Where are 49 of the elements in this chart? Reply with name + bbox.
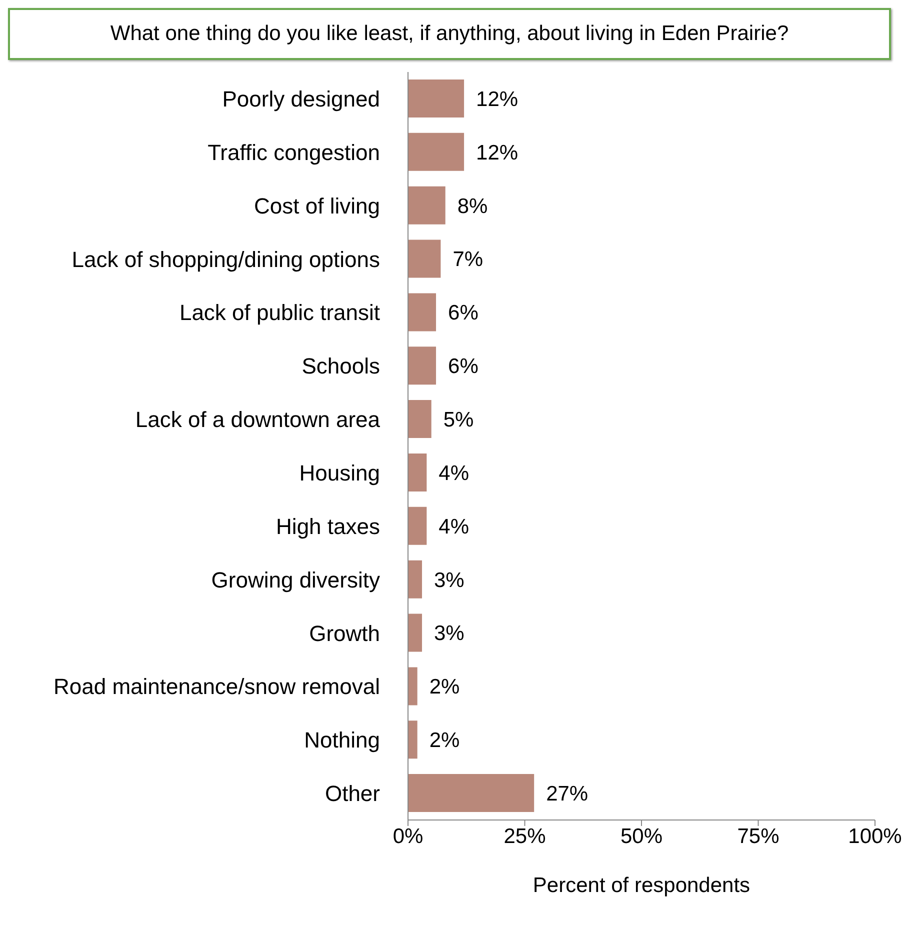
bar xyxy=(408,240,441,278)
x-axis-title: Percent of respondents xyxy=(532,874,750,897)
bar xyxy=(408,79,464,118)
data-label: 4% xyxy=(438,515,470,538)
data-label: 6% xyxy=(448,355,478,378)
y-tick-label: Nothing xyxy=(304,728,380,753)
bar xyxy=(408,400,432,438)
y-tick-label: Poorly designed xyxy=(222,86,380,112)
bar xyxy=(408,614,422,652)
data-label: 12% xyxy=(476,88,518,111)
y-tick-label: Schools xyxy=(302,354,380,379)
x-tick-label: 100% xyxy=(848,824,902,848)
data-label: 5% xyxy=(443,408,474,432)
bar xyxy=(408,186,446,224)
data-label: 6% xyxy=(448,302,478,325)
data-label: 3% xyxy=(434,568,464,592)
data-label: 8% xyxy=(457,194,488,218)
x-tick-label: 75% xyxy=(737,824,780,848)
x-tick-label: 25% xyxy=(504,824,546,848)
bar xyxy=(408,774,534,812)
y-tick-label: Growth xyxy=(309,620,380,646)
bar xyxy=(408,506,427,545)
data-label: 2% xyxy=(429,676,460,699)
y-tick-label: Traffic congestion xyxy=(208,140,380,165)
chart-title: What one thing do you like least, if anything, about living in Eden Prairie? xyxy=(8,8,891,60)
y-tick-label: Lack of public transit xyxy=(179,300,380,326)
y-tick-label: Other xyxy=(324,781,380,806)
x-tick-label: 0% xyxy=(392,824,424,848)
data-label: 3% xyxy=(434,622,464,646)
y-tick-label: High taxes xyxy=(276,514,380,539)
bar xyxy=(408,720,418,759)
y-tick-label: Road maintenance/snow removal xyxy=(53,674,380,700)
y-tick-label: Growing diversity xyxy=(211,567,380,592)
y-tick-label: Lack of a downtown area xyxy=(135,407,381,432)
bar xyxy=(408,560,422,598)
bar xyxy=(408,293,436,332)
data-label: 2% xyxy=(429,729,460,752)
data-label: 7% xyxy=(452,248,484,272)
bar xyxy=(408,453,427,492)
y-tick-label: Lack of shopping/dining options xyxy=(72,246,380,272)
data-label: 27% xyxy=(546,782,588,806)
y-tick-label: Cost of living xyxy=(254,193,380,218)
x-tick-label: 50% xyxy=(620,824,663,848)
data-label: 4% xyxy=(438,462,470,485)
y-tick-label: Housing xyxy=(299,460,380,486)
bar xyxy=(408,132,464,171)
bar xyxy=(408,346,436,385)
bar xyxy=(408,667,418,706)
data-label: 12% xyxy=(476,141,518,164)
